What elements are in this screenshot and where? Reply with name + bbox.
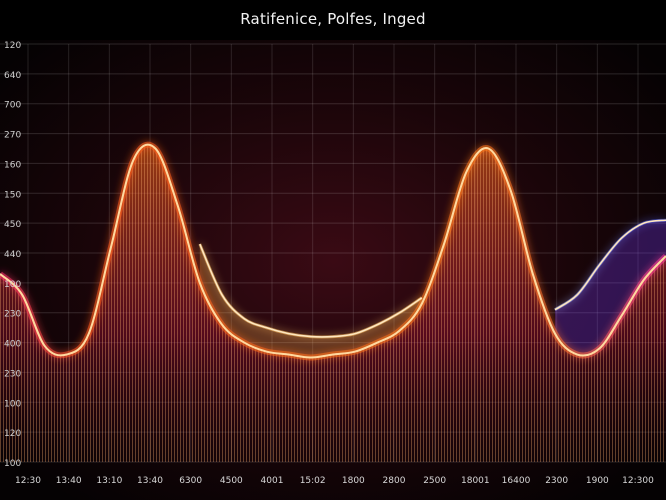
y-tick-label: 230 bbox=[4, 369, 21, 379]
y-tick-label: 100 bbox=[4, 399, 21, 409]
series-line bbox=[0, 143, 666, 359]
x-tick-label: 1800 bbox=[342, 476, 365, 486]
x-tick-label: 2800 bbox=[383, 476, 406, 486]
x-tick-label: 13:40 bbox=[56, 476, 82, 486]
y-axis-ticks: 120 640 700 270 160 150 450 440 100 230 400 230 100 1… bbox=[4, 41, 21, 469]
y-tick-label: 100 bbox=[4, 280, 21, 290]
y-tick-label: 440 bbox=[4, 250, 21, 260]
x-tick-label: 2500 bbox=[423, 476, 446, 486]
area-fills bbox=[0, 144, 666, 463]
y-tick-label: 450 bbox=[4, 220, 21, 230]
x-tick-label: 6300 bbox=[179, 476, 202, 486]
x-tick-label: 12:300 bbox=[622, 476, 654, 486]
y-tick-label: 640 bbox=[4, 71, 21, 81]
y-tick-label: 100 bbox=[4, 459, 21, 469]
series-lines bbox=[0, 141, 666, 361]
series-line bbox=[554, 219, 666, 311]
band-fill-blue bbox=[555, 220, 666, 356]
y-tick-label: 120 bbox=[4, 41, 21, 51]
x-tick-label: 12:30 bbox=[15, 476, 41, 486]
x-tick-label: 4001 bbox=[261, 476, 284, 486]
x-axis-ticks: 12:30 13:40 13:10 13:40 6300 4500 4001 15:02 180… bbox=[15, 476, 654, 486]
y-tick-label: 700 bbox=[4, 101, 21, 111]
y-tick-label: 160 bbox=[4, 160, 21, 170]
x-tick-label: 13:10 bbox=[96, 476, 122, 486]
chart-title: Ratifenice, Polfes, Inged bbox=[240, 10, 426, 28]
x-tick-label: 13:40 bbox=[137, 476, 163, 486]
x-tick-label: 16400 bbox=[502, 476, 531, 486]
x-tick-label: 18001 bbox=[461, 476, 490, 486]
y-tick-label: 400 bbox=[4, 340, 21, 350]
y-tick-label: 120 bbox=[4, 429, 21, 439]
y-tick-label: 150 bbox=[4, 190, 21, 200]
x-tick-label: 1900 bbox=[586, 476, 609, 486]
y-tick-label: 270 bbox=[4, 131, 21, 141]
x-tick-label: 4500 bbox=[220, 476, 243, 486]
x-tick-label: 15:02 bbox=[300, 476, 326, 486]
y-tick-label: 230 bbox=[4, 310, 21, 320]
series-line bbox=[199, 243, 423, 338]
band-fill bbox=[199, 244, 422, 358]
x-tick-label: 2300 bbox=[545, 476, 568, 486]
series-area-hatch bbox=[0, 144, 666, 463]
